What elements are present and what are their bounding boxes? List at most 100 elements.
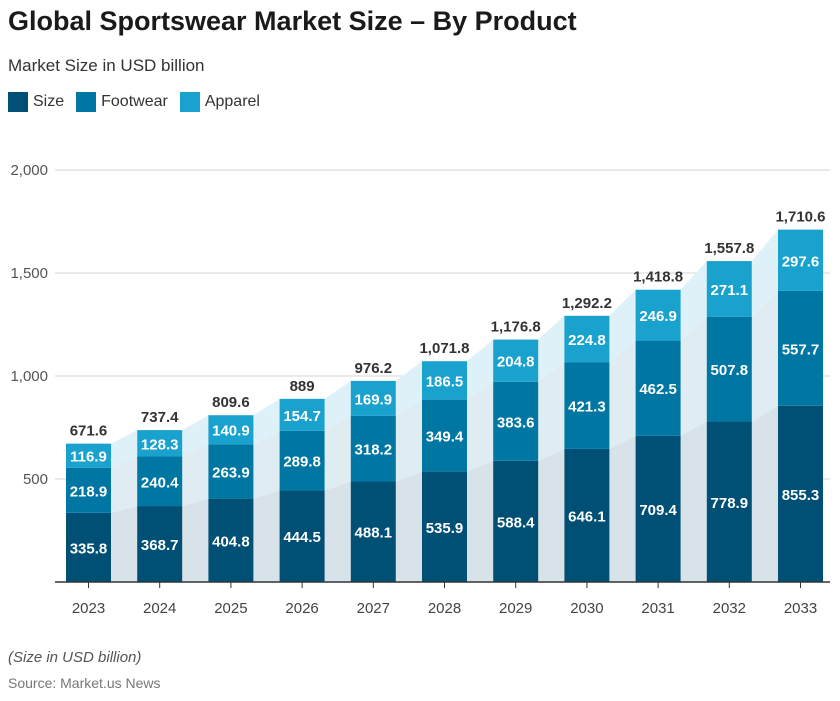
bar-size xyxy=(350,481,396,582)
source-text: Source: Market.us News xyxy=(8,675,161,691)
bar-size xyxy=(778,405,823,582)
bar-size xyxy=(706,421,752,582)
bar-footwear xyxy=(564,362,610,449)
bar-size xyxy=(279,490,325,582)
area-apparel xyxy=(680,261,707,341)
area-apparel xyxy=(467,339,494,400)
bar-footwear xyxy=(279,430,325,491)
legend-item-footwear[interactable]: Footwear xyxy=(76,92,168,112)
bar-apparel xyxy=(208,415,254,445)
x-tick-label: 2032 xyxy=(713,600,746,617)
total-label: 809.6 xyxy=(212,394,250,411)
x-tick-label: 2029 xyxy=(499,600,532,617)
area-apparel xyxy=(324,380,351,431)
data-label: 557.7 xyxy=(782,341,820,358)
area-size xyxy=(680,421,707,582)
total-label: 1,418.8 xyxy=(633,269,683,286)
area-apparel xyxy=(253,398,280,445)
data-label: 246.9 xyxy=(639,308,677,325)
bar-size xyxy=(137,506,183,582)
data-label: 263.9 xyxy=(212,464,250,481)
y-tick-label: 1,500 xyxy=(10,265,48,282)
bar-size xyxy=(635,435,681,582)
bar-apparel xyxy=(66,443,111,468)
bar-apparel xyxy=(137,430,183,457)
area-size xyxy=(111,506,138,582)
data-label: 186.5 xyxy=(426,373,464,390)
legend-label: Apparel xyxy=(204,93,260,110)
x-tick-label: 2023 xyxy=(72,600,105,617)
data-label: 289.8 xyxy=(283,454,321,471)
bar-footwear xyxy=(137,456,183,507)
bar-size xyxy=(493,460,539,582)
bar-apparel xyxy=(422,361,467,400)
legend-label: Size xyxy=(33,93,65,110)
data-label: 855.3 xyxy=(782,487,820,504)
total-label: 1,710.6 xyxy=(775,209,825,226)
area-apparel xyxy=(182,415,209,457)
x-tick-label: 2028 xyxy=(428,600,461,617)
area-size xyxy=(324,481,351,582)
x-tick-label: 2025 xyxy=(214,600,247,617)
area-footwear xyxy=(395,399,422,482)
area-size xyxy=(467,460,494,582)
bar-footwear xyxy=(350,415,396,482)
bar-footwear xyxy=(493,381,539,461)
total-label: 976.2 xyxy=(355,360,393,377)
legend-swatch-size xyxy=(8,92,28,112)
data-label: 318.2 xyxy=(355,442,393,459)
chart-subtitle: Market Size in USD billion xyxy=(8,56,205,75)
total-label: 737.4 xyxy=(141,409,179,426)
data-label: 368.7 xyxy=(141,537,179,554)
bar-apparel xyxy=(635,289,681,341)
data-label: 224.8 xyxy=(568,332,606,349)
legend-item-size[interactable]: Size xyxy=(8,92,64,112)
data-label: 535.9 xyxy=(426,520,464,537)
data-label: 646.1 xyxy=(568,508,606,525)
legend-swatch-footwear xyxy=(76,92,97,112)
data-label: 128.3 xyxy=(141,436,179,453)
x-tick-label: 2026 xyxy=(285,600,318,617)
bar-footwear xyxy=(635,340,681,436)
bar-footwear xyxy=(778,290,823,406)
total-label: 889 xyxy=(290,378,315,395)
area-apparel xyxy=(538,315,565,382)
area-footwear xyxy=(751,290,778,422)
total-label: 1,557.8 xyxy=(704,240,754,257)
area-size xyxy=(253,490,280,582)
bar-apparel xyxy=(706,261,752,317)
legend-swatch-apparel xyxy=(179,92,200,112)
data-label: 240.4 xyxy=(141,474,179,491)
data-label: 421.3 xyxy=(568,399,606,416)
x-tick-label: 2024 xyxy=(143,600,176,617)
area-footwear xyxy=(467,381,494,472)
x-tick-label: 2031 xyxy=(641,600,674,617)
y-tick-label: 500 xyxy=(23,471,48,488)
data-label: 462.5 xyxy=(639,381,677,398)
data-label: 709.4 xyxy=(639,502,677,519)
data-label: 507.8 xyxy=(711,362,749,379)
area-size xyxy=(751,405,778,582)
area-footwear xyxy=(182,444,209,507)
data-label: 218.9 xyxy=(70,483,108,500)
data-label: 335.8 xyxy=(70,540,108,557)
data-label: 204.8 xyxy=(497,354,535,371)
bar-apparel xyxy=(778,229,823,291)
x-tick-label: 2027 xyxy=(357,600,390,617)
bar-size xyxy=(66,512,111,582)
area-footwear xyxy=(253,430,280,499)
area-size xyxy=(609,435,636,582)
area-apparel xyxy=(395,361,422,416)
legend-label: Footwear xyxy=(101,93,168,110)
area-apparel xyxy=(751,229,778,317)
bar-apparel xyxy=(564,315,610,363)
bar-footwear xyxy=(422,399,467,472)
legend: Size Footwear Apparel xyxy=(8,92,260,112)
bar-size xyxy=(422,471,467,582)
area-size xyxy=(182,498,209,582)
data-label: 154.7 xyxy=(283,408,321,425)
data-label: 404.8 xyxy=(212,533,250,550)
legend-item-apparel[interactable]: Apparel xyxy=(179,92,260,112)
data-label: 383.6 xyxy=(497,414,535,431)
